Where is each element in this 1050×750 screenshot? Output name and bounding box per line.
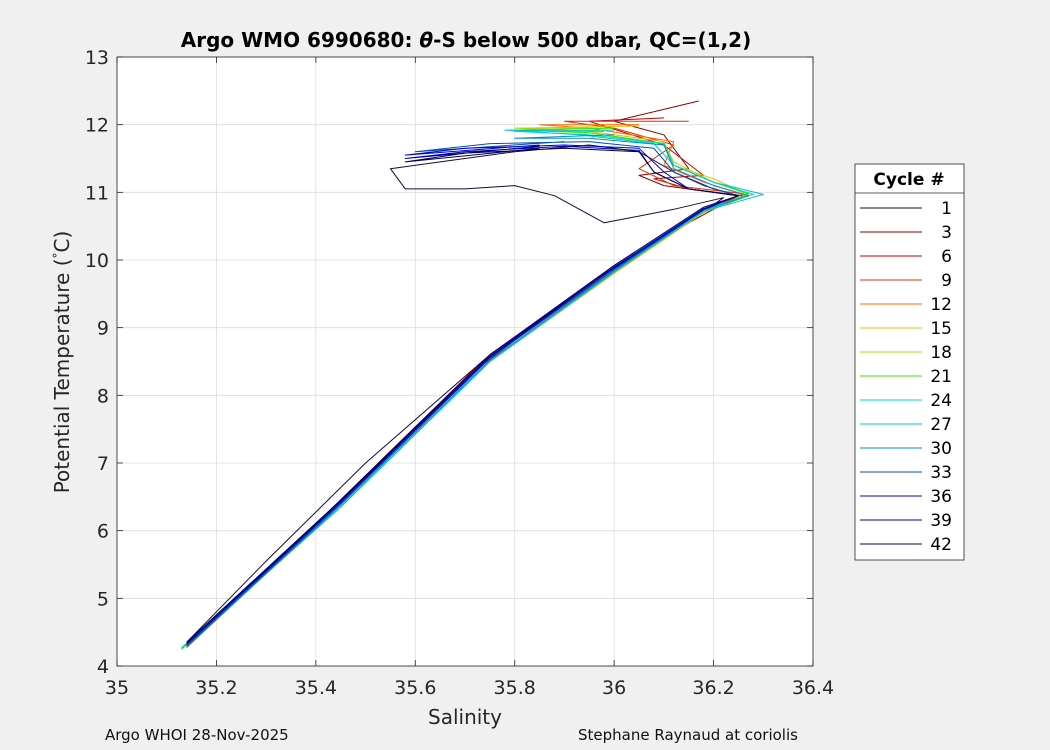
y-label-degree: ° bbox=[51, 252, 65, 258]
legend-label-cycle-3: 3 bbox=[941, 223, 952, 243]
x-tick-label: 35.6 bbox=[394, 677, 436, 699]
series-line-cycle-42 bbox=[186, 147, 739, 643]
y-tick-label: 8 bbox=[97, 385, 109, 407]
legend-box bbox=[854, 163, 965, 561]
legend-title: Cycle # bbox=[873, 170, 944, 190]
data-series bbox=[181, 100, 764, 650]
title-suffix: -S below 500 dbar, QC=(1,2) bbox=[433, 28, 751, 52]
y-tick-label: 5 bbox=[97, 588, 109, 610]
y-tick-label: 9 bbox=[97, 318, 109, 340]
legend-label-cycle-21: 21 bbox=[930, 367, 952, 387]
series-line-cycle-27 bbox=[181, 129, 764, 649]
footer-right: Stephane Raynaud at coriolis bbox=[578, 726, 798, 744]
y-tick-label: 7 bbox=[97, 453, 109, 475]
legend-label-cycle-1: 1 bbox=[941, 199, 952, 219]
axis-ticks: 35 35.2 35.4 35.6 35.8 36 36.2 36.4 4 5 6 7 8 9 10 11 12… bbox=[85, 47, 834, 699]
legend-label-cycle-12: 12 bbox=[930, 295, 952, 315]
legend-label-cycle-15: 15 bbox=[930, 319, 952, 339]
x-tick-label: 35 bbox=[105, 677, 129, 699]
legend-label-cycle-39: 39 bbox=[930, 511, 952, 531]
y-tick-label: 11 bbox=[85, 182, 109, 204]
legend-label-cycle-27: 27 bbox=[930, 415, 952, 435]
y-tick-label: 12 bbox=[85, 115, 109, 137]
x-tick-label: 35.2 bbox=[195, 677, 237, 699]
y-tick-label: 4 bbox=[97, 656, 109, 678]
y-label-prefix: Potential Temperature ( bbox=[50, 258, 74, 493]
series-line-cycle-33 bbox=[186, 141, 739, 647]
title-prefix: Argo WMO 6990680: bbox=[181, 28, 420, 52]
legend-label-cycle-42: 42 bbox=[930, 535, 952, 555]
x-tick-label: 36.2 bbox=[692, 677, 734, 699]
legend-label-cycle-18: 18 bbox=[930, 343, 952, 363]
y-tick-label: 6 bbox=[97, 521, 109, 543]
legend-label-cycle-6: 6 bbox=[941, 247, 952, 267]
x-tick-label: 35.4 bbox=[295, 677, 337, 699]
legend-label-cycle-33: 33 bbox=[930, 463, 952, 483]
footer-left: Argo WHOI 28-Nov-2025 bbox=[105, 726, 289, 744]
x-tick-label: 36.4 bbox=[792, 677, 834, 699]
x-tick-label: 36 bbox=[602, 677, 626, 699]
y-axis-label: Potential Temperature (°C) bbox=[50, 231, 74, 494]
y-label-suffix: C) bbox=[50, 231, 74, 253]
legend-label-cycle-9: 9 bbox=[941, 271, 952, 291]
chart-title: Argo WMO 6990680: θ-S below 500 dbar, QC… bbox=[181, 28, 751, 52]
y-tick-label: 10 bbox=[85, 250, 109, 272]
y-tick-label: 13 bbox=[85, 47, 109, 69]
title-theta: θ bbox=[419, 28, 433, 52]
plot-frame bbox=[116, 56, 814, 667]
legend-label-cycle-30: 30 bbox=[930, 439, 952, 459]
legend-label-cycle-24: 24 bbox=[930, 391, 952, 411]
series-line-cycle-30 bbox=[186, 134, 749, 648]
x-tick-label: 35.8 bbox=[494, 677, 536, 699]
x-axis-label: Salinity bbox=[428, 705, 502, 729]
legend-label-cycle-36: 36 bbox=[930, 487, 952, 507]
